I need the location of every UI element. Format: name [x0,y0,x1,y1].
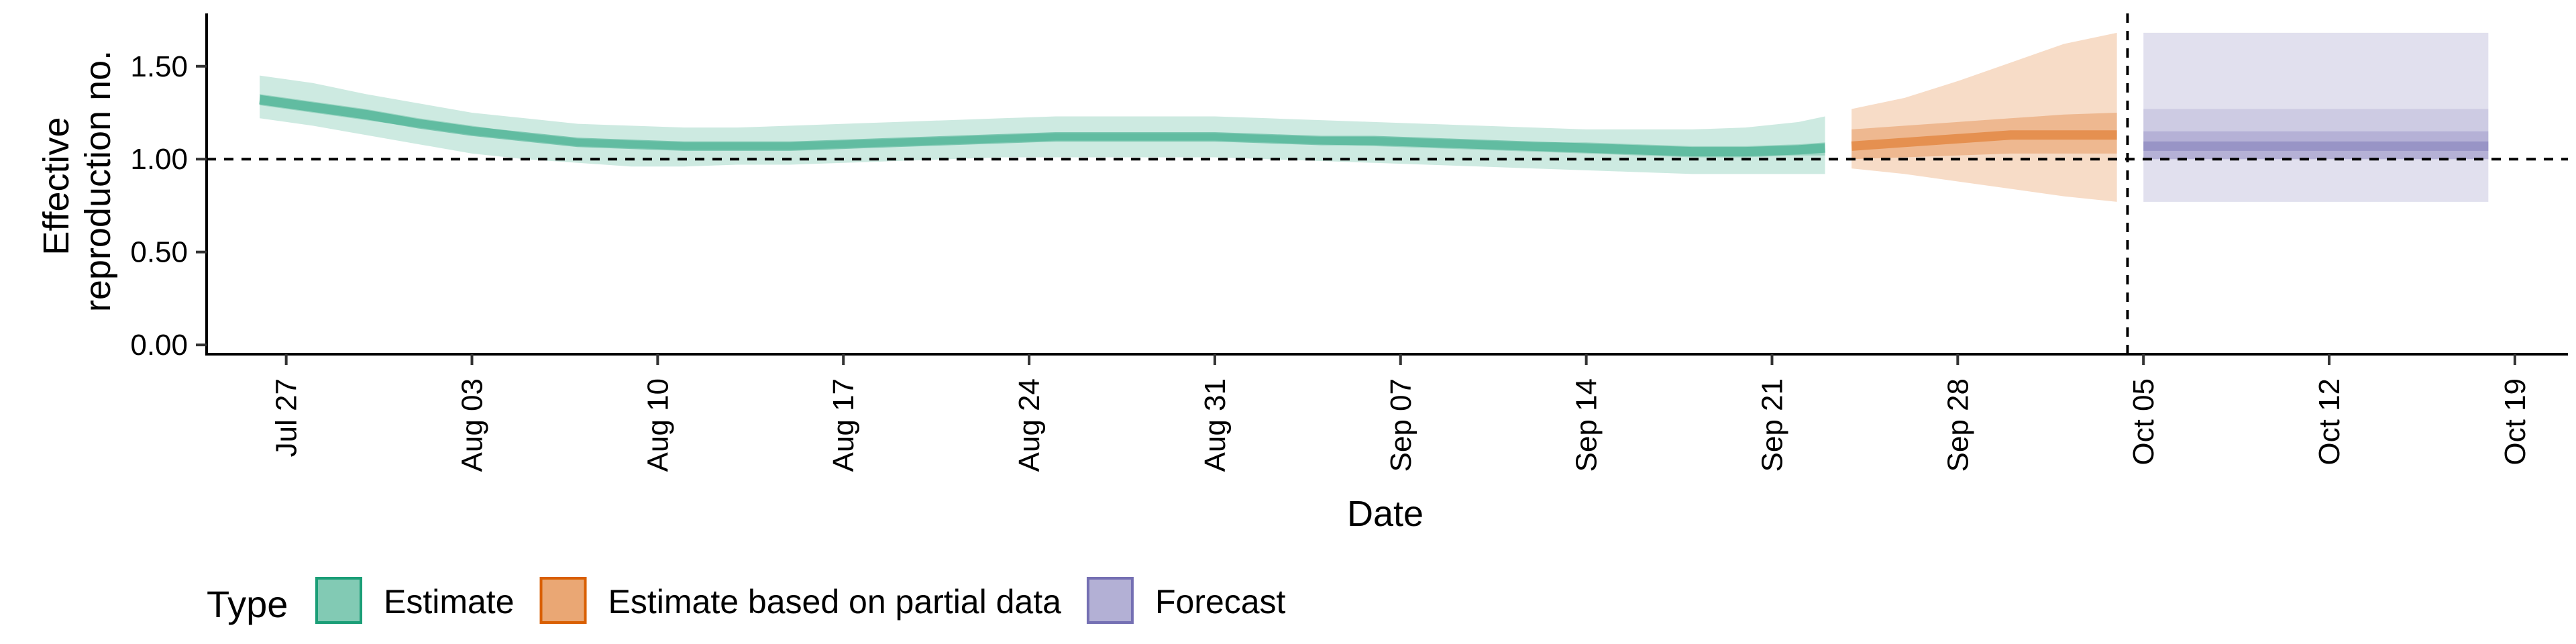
reference-lines [207,13,2568,354]
forecast-band-50 [2143,131,2489,160]
legend-label-estimate: Estimate [384,583,515,621]
x-tick-label: Aug 03 [456,378,489,472]
x-tick-label: Aug 24 [1013,378,1046,472]
y-axis-title-line-1: Effective [36,117,76,255]
legend-swatch-estimate [315,577,362,624]
x-tick-label: Oct 19 [2499,378,2532,466]
estimate-median-line [259,95,1826,157]
forecast-band-90 [2143,32,2489,202]
estimate-band-50 [260,94,1825,158]
axes [205,13,2568,356]
legend: Type Estimate Estimate based on partial d… [207,577,1286,625]
x-tick-label: Oct 12 [2313,378,2346,466]
x-tick-label: Aug 31 [1199,378,1232,472]
uncertainty-bands [260,32,2489,202]
y-axis-title-line-2: reproduction no. [78,50,118,312]
y-tick-label: 1.00 [130,143,188,176]
legend-label-forecast: Forecast [1155,583,1286,621]
x-tick-label: Aug 10 [641,378,674,472]
x-axis-title: Date [1347,494,1424,534]
legend-swatch-estimate-based-on-partial-data [539,577,587,624]
x-axis-ticks: Jul 27 Aug 03 Aug 10 Aug 17 Aug 24 Aug 31 Sep … [270,354,2532,472]
x-tick-label: Sep 14 [1570,378,1603,472]
x-tick-label: Jul 27 [270,378,303,457]
y-tick-label: 1.50 [130,50,188,83]
legend-label-estimate-based-on-partial-data: Estimate based on partial data [608,583,1062,621]
x-tick-label: Sep 28 [1941,378,1974,472]
x-tick-label: Oct 05 [2127,378,2160,466]
x-tick-label: Aug 17 [827,378,860,472]
y-axis-ticks: 0.00 0.50 1.00 1.50 [130,50,207,362]
y-tick-label: 0.00 [130,329,188,362]
median-lines [259,95,2489,157]
estimate-band-90 [260,75,1825,174]
y-tick-label: 0.50 [130,236,188,269]
estimate-based-on-partial-data-median-line [1851,130,2117,151]
y-axis-title: Effective reproduction no. [36,50,118,312]
forecast-band-outer [2143,109,2489,160]
legend-title: Type [207,583,288,625]
x-tick-label: Sep 21 [1756,378,1788,472]
x-tick-label: Sep 07 [1385,378,1417,472]
estimate-based-on-partial-data-band-50 [1851,113,2117,160]
legend-swatch-forecast [1086,577,1134,624]
